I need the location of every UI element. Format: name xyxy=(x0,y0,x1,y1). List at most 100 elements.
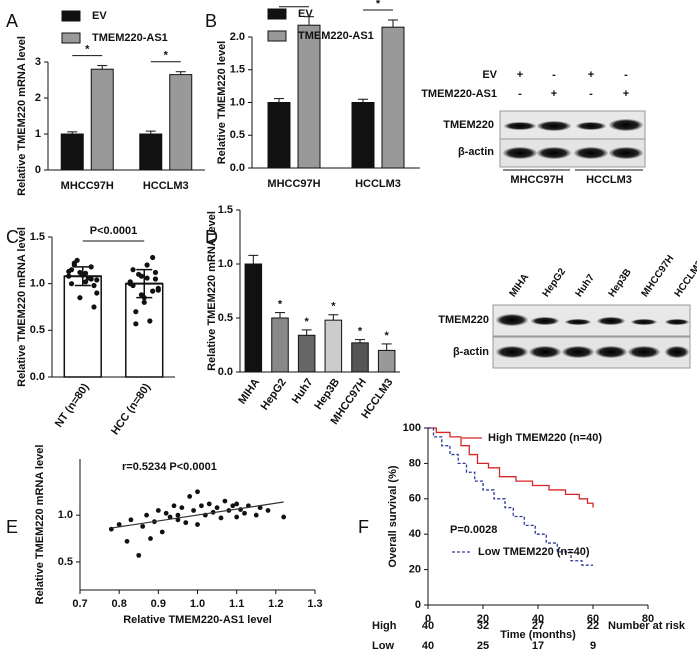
band xyxy=(565,319,591,325)
data-point xyxy=(116,522,122,527)
band xyxy=(574,147,608,159)
significance-label: * xyxy=(358,326,363,338)
x-axis-label: Relative TMEM220-AS1 level xyxy=(123,614,272,626)
risk-count: 40 xyxy=(422,640,434,652)
y-axis-label: Relative TMEM220 mRNA level xyxy=(206,211,218,371)
data-point xyxy=(191,508,196,513)
sign: - xyxy=(552,69,556,81)
sign: - xyxy=(624,69,628,81)
data-point xyxy=(124,538,130,544)
bar xyxy=(271,317,289,373)
risk-table-title: Number at risk xyxy=(608,620,686,632)
data-point xyxy=(183,520,189,526)
band xyxy=(496,346,528,358)
trend-line xyxy=(111,501,284,529)
lane-label: Hep3B xyxy=(607,267,634,299)
data-point xyxy=(253,512,259,518)
data-point xyxy=(159,529,165,535)
band xyxy=(665,319,689,325)
band xyxy=(576,122,606,130)
annotation: r=0.5234 P<0.0001 xyxy=(122,461,217,473)
sign: + xyxy=(551,88,557,100)
panel-label: A xyxy=(6,11,18,31)
annotation: P<0.0001 xyxy=(90,225,137,237)
band xyxy=(537,121,571,131)
band xyxy=(529,346,561,358)
x-tick-label: 1.2 xyxy=(268,598,283,610)
condition-label: TMEM220-AS1 xyxy=(421,88,497,100)
y-tick-label: 0.0 xyxy=(218,366,233,378)
band xyxy=(609,119,643,131)
bar xyxy=(60,133,84,171)
data-point xyxy=(152,276,159,282)
risk-count: 22 xyxy=(587,620,599,632)
x-tick-label: HCC (n=80) xyxy=(109,381,153,437)
data-point xyxy=(148,536,153,541)
legend-label: EV xyxy=(298,8,313,20)
data-point xyxy=(187,494,193,499)
panel-label: C xyxy=(6,227,19,247)
x-tick-label: 40 xyxy=(532,613,544,625)
data-point xyxy=(155,287,161,293)
annotation: P=0.0028 xyxy=(450,524,497,536)
y-tick-label: 0.5 xyxy=(230,129,245,141)
data-point xyxy=(257,505,263,511)
sign: + xyxy=(623,88,629,100)
y-tick-label: 0 xyxy=(415,599,421,611)
band xyxy=(609,147,643,159)
x-tick-label: MHCC97H xyxy=(61,180,114,192)
data-point xyxy=(230,503,236,509)
significance-label: * xyxy=(292,0,297,7)
x-axis-label: Time (months) xyxy=(500,629,576,641)
x-tick-label: Huh7 xyxy=(290,377,316,406)
data-point xyxy=(179,505,185,511)
y-axis-label: Relative TMEM220 mRNA level xyxy=(16,227,28,387)
bar xyxy=(377,349,396,373)
y-tick-label: 0.5 xyxy=(218,312,233,324)
y-tick-label: 100 xyxy=(403,422,421,434)
y-tick-label: 0.0 xyxy=(230,162,245,174)
blot-b: EV + - + - TMEM220-AS1 - + - + TMEM220 β… xyxy=(421,69,646,186)
data-point xyxy=(140,523,146,529)
band xyxy=(597,317,625,325)
data-point xyxy=(144,275,150,281)
data-point xyxy=(94,277,100,283)
significance-label: * xyxy=(278,299,283,311)
x-tick-label: 0 xyxy=(425,613,431,625)
x-tick-label: NT (n=80) xyxy=(53,381,92,429)
bar xyxy=(63,275,102,378)
survival-curve xyxy=(428,427,594,508)
x-tick-label: 0.9 xyxy=(151,598,166,610)
risk-row-label: High xyxy=(372,620,397,632)
lane-label: MHCC97H xyxy=(640,253,677,299)
band xyxy=(631,319,657,325)
band xyxy=(628,346,660,358)
y-axis-label: Relative TMEM220 mRNA level xyxy=(34,445,46,605)
data-point xyxy=(66,268,72,275)
data-point xyxy=(94,290,100,296)
data-point xyxy=(234,501,240,507)
data-point xyxy=(218,515,224,521)
legend-label: TMEM220-AS1 xyxy=(298,30,374,42)
data-point xyxy=(88,264,94,270)
row-label: TMEM220 xyxy=(438,314,489,326)
lane-label: Huh7 xyxy=(574,272,598,299)
y-axis-label: Relative TMEM220 level xyxy=(216,41,228,165)
data-point xyxy=(152,269,159,276)
significance-label: * xyxy=(164,50,169,62)
y-tick-label: 1.0 xyxy=(218,258,233,270)
bar xyxy=(267,102,291,169)
bar xyxy=(297,24,321,169)
sign: - xyxy=(518,88,522,100)
lane-label: MIHA xyxy=(508,272,532,299)
y-tick-label: 80 xyxy=(409,457,421,469)
significance-label: * xyxy=(376,0,381,10)
data-point xyxy=(175,512,181,518)
x-tick-label: 1.3 xyxy=(307,598,322,610)
bar xyxy=(139,133,163,171)
risk-count: 27 xyxy=(532,620,544,632)
x-tick-label: 60 xyxy=(587,613,599,625)
data-point xyxy=(77,295,83,301)
data-point xyxy=(195,489,200,495)
